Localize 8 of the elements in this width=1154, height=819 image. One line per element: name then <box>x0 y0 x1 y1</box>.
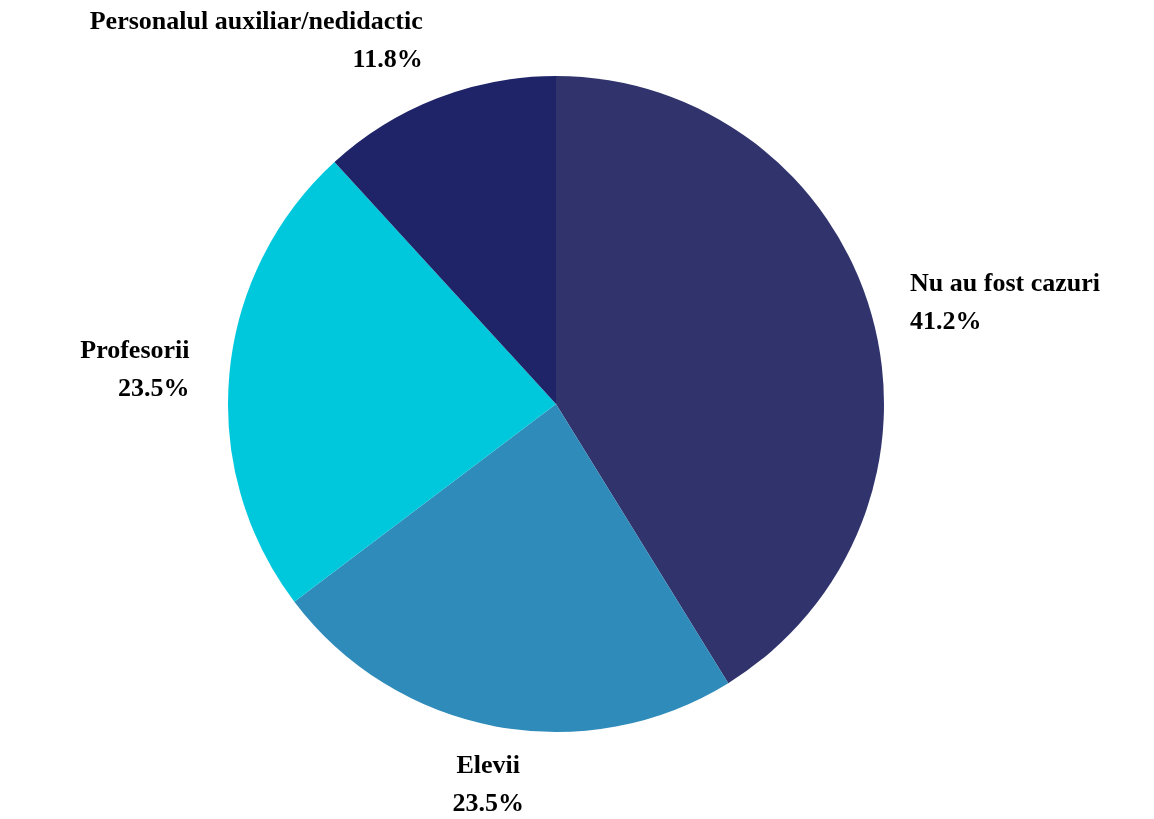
data-label: 11.8% <box>352 43 423 73</box>
data-label: 23.5% <box>118 373 190 403</box>
data-label: 23.5% <box>452 788 524 818</box>
slice-label: Nu au fost cazuri <box>910 268 1100 298</box>
slice-label: Elevii <box>456 750 520 780</box>
data-label: 41.2% <box>910 306 982 336</box>
slice-label: Profesorii <box>80 335 190 365</box>
slice-label: Personalul auxiliar/nedidactic <box>89 5 423 35</box>
